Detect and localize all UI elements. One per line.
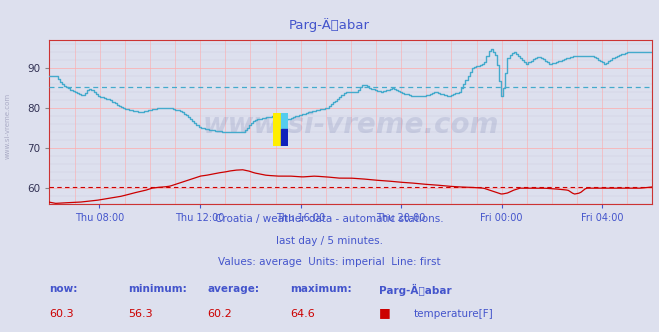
Text: 64.6: 64.6 [290, 309, 315, 319]
Bar [273, 113, 281, 146]
Text: Parg-Äabar: Parg-Äabar [379, 284, 451, 296]
Text: last day / 5 minutes.: last day / 5 minutes. [276, 236, 383, 246]
Text: Croatia / weather data - automatic stations.: Croatia / weather data - automatic stati… [215, 214, 444, 224]
Bar [281, 113, 288, 129]
Text: minimum:: minimum: [129, 284, 187, 294]
Text: 60.3: 60.3 [49, 309, 74, 319]
Text: ■: ■ [379, 306, 391, 319]
Text: average:: average: [208, 284, 260, 294]
Text: temperature[F]: temperature[F] [413, 309, 493, 319]
Text: ■: ■ [379, 331, 391, 332]
Bar [281, 129, 288, 146]
Text: www.si-vreme.com: www.si-vreme.com [5, 93, 11, 159]
Text: Parg-Äabar: Parg-Äabar [289, 18, 370, 32]
Text: 60.2: 60.2 [208, 309, 233, 319]
Text: www.si-vreme.com: www.si-vreme.com [203, 111, 499, 139]
Text: 56.3: 56.3 [129, 309, 153, 319]
Text: maximum:: maximum: [290, 284, 352, 294]
Text: now:: now: [49, 284, 78, 294]
Text: Values: average  Units: imperial  Line: first: Values: average Units: imperial Line: fi… [218, 257, 441, 267]
